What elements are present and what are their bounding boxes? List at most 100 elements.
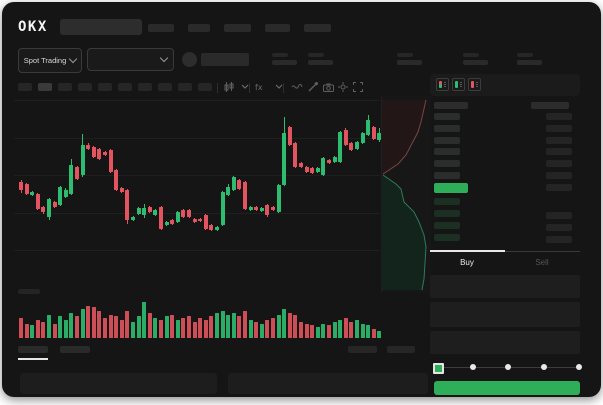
chevron-down-icon[interactable] (273, 82, 285, 92)
candle (192, 219, 197, 222)
pair-selector-dropdown[interactable] (87, 48, 174, 71)
interval-button-placeholder[interactable] (158, 83, 172, 91)
volume-bar (187, 316, 191, 338)
ask-price-row[interactable] (434, 136, 460, 144)
candle (327, 160, 331, 163)
ob-amount-placeholder (546, 172, 572, 179)
book-combined-icon[interactable] (436, 78, 449, 91)
candle (377, 133, 382, 140)
volume-bar (47, 314, 51, 338)
tab-sell[interactable]: Sell (535, 258, 549, 267)
ob-amount-placeholder (546, 136, 572, 144)
volume-bar (315, 327, 320, 338)
volume-bar (371, 329, 376, 338)
ob-amount-placeholder (546, 148, 572, 156)
nav-item-placeholder[interactable] (148, 24, 174, 32)
volume-bar (114, 316, 119, 338)
interval-button-placeholder[interactable] (138, 83, 152, 91)
volume-bar (159, 320, 163, 338)
bottom-action-placeholder[interactable] (387, 346, 415, 353)
bottom-action-placeholder[interactable] (348, 346, 377, 353)
interval-button-placeholder[interactable] (118, 83, 132, 91)
candle (19, 182, 23, 190)
candle (80, 145, 85, 175)
volume-bar (91, 307, 96, 338)
volume-bar (215, 312, 219, 338)
interval-button-placeholder[interactable] (178, 83, 192, 91)
ob-amount-placeholder (546, 113, 572, 120)
nav-item-placeholder[interactable] (265, 24, 290, 32)
chart-type-icon[interactable] (223, 82, 235, 92)
candlestick-chart[interactable] (14, 96, 382, 292)
nav-item-placeholder[interactable] (224, 24, 251, 32)
settings-icon[interactable] (337, 82, 349, 92)
last-price-highlight[interactable] (434, 183, 468, 193)
volume-bar (58, 316, 63, 338)
order-input-field[interactable] (430, 302, 580, 327)
coin-avatar (182, 52, 197, 67)
search-input[interactable] (60, 19, 142, 35)
ask-price-row[interactable] (434, 148, 460, 156)
nav-item-placeholder[interactable] (188, 24, 210, 32)
interval-button-placeholder[interactable] (198, 83, 212, 91)
bid-price-row[interactable] (434, 198, 460, 205)
indicators-icon[interactable]: fx (255, 82, 267, 92)
stat-value-placeholder (308, 60, 333, 65)
fullscreen-icon[interactable] (352, 82, 364, 92)
volume-bar (52, 323, 57, 338)
orders-panel-placeholder (20, 373, 217, 394)
slider-stop[interactable] (469, 364, 476, 370)
nav-item-placeholder[interactable] (304, 24, 331, 32)
candle (198, 219, 203, 221)
volume-bar (203, 320, 208, 338)
volume-bar (332, 321, 337, 338)
volume-bar (343, 318, 348, 338)
ask-price-row[interactable] (434, 160, 460, 168)
buy-submit-button[interactable] (434, 381, 580, 395)
slider-stop[interactable] (505, 364, 511, 370)
stat-value-placeholder (272, 60, 297, 65)
volume-bar (175, 320, 180, 338)
chevron-down-icon[interactable] (239, 82, 251, 92)
book-asks-icon[interactable] (468, 78, 481, 91)
gridline (14, 137, 380, 139)
volume-bar (377, 330, 382, 338)
market-type-dropdown[interactable]: Spot Trading (18, 48, 82, 73)
volume-bar (136, 316, 141, 338)
ask-price-row[interactable] (434, 113, 460, 120)
ob-amount-placeholder (546, 224, 572, 231)
ask-price-row[interactable] (434, 172, 460, 179)
okx-logo[interactable]: OKX (18, 19, 48, 35)
slider-stop[interactable] (540, 364, 547, 370)
line-style-icon[interactable] (291, 82, 303, 92)
candle (91, 147, 96, 157)
camera-icon[interactable] (322, 82, 334, 92)
bottom-tab-placeholder[interactable] (18, 346, 48, 353)
bid-price-row[interactable] (434, 234, 460, 241)
slider-stop[interactable] (576, 364, 582, 370)
candle (147, 207, 152, 212)
volume-bar (75, 316, 79, 338)
interval-button-placeholder[interactable] (78, 83, 92, 91)
interval-button-placeholder[interactable] (38, 83, 52, 91)
volume-bar (282, 309, 287, 338)
market-type-label: Spot Trading (23, 56, 67, 65)
bid-price-row[interactable] (434, 222, 460, 229)
candle (299, 163, 303, 167)
interval-button-placeholder[interactable] (18, 83, 32, 91)
book-bids-icon[interactable] (452, 78, 465, 91)
slider-handle[interactable] (433, 363, 444, 374)
tab-buy[interactable]: Buy (460, 258, 474, 267)
bid-price-row[interactable] (434, 210, 460, 217)
interval-button-placeholder[interactable] (98, 83, 112, 91)
ob-header-placeholder (434, 102, 468, 109)
candle (343, 130, 348, 145)
volume-bar (69, 312, 74, 338)
order-input-field[interactable] (430, 331, 580, 354)
ask-price-row[interactable] (434, 124, 460, 132)
bottom-active-tab-indicator (18, 358, 48, 360)
order-input-field[interactable] (430, 275, 580, 298)
interval-button-placeholder[interactable] (58, 83, 72, 91)
draw-icon[interactable] (307, 82, 319, 92)
bottom-tab-placeholder[interactable] (60, 346, 90, 353)
